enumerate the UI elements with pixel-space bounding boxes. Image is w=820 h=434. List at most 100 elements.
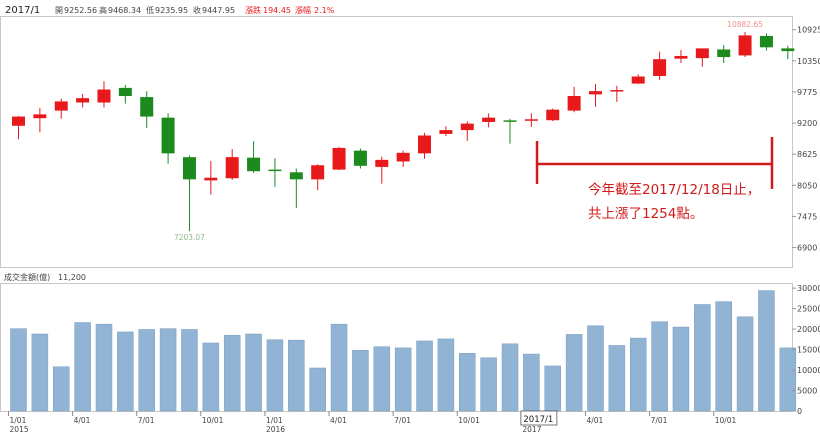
candle-body xyxy=(353,150,367,166)
max-high-label: 10882.65 xyxy=(727,20,763,29)
volume-tick-label: 10000 xyxy=(797,366,820,375)
volume-bar xyxy=(373,346,391,412)
time-tick-label: 7/01 xyxy=(138,416,155,425)
volume-bar xyxy=(608,345,626,412)
candle-body xyxy=(204,177,218,181)
price-tick-label: 9775 xyxy=(797,88,817,97)
candle xyxy=(781,45,795,60)
candle-body xyxy=(546,109,560,121)
low-value: 9235.95 xyxy=(155,6,188,15)
candle xyxy=(268,158,282,187)
volume-bar xyxy=(245,333,262,412)
candle xyxy=(503,118,517,144)
change-value: 194.45 xyxy=(263,6,291,15)
volume-bar xyxy=(758,290,775,412)
time-cursor-box xyxy=(520,410,558,426)
candle xyxy=(204,160,218,195)
low-label: 低 xyxy=(146,5,154,15)
volume-bar xyxy=(587,325,604,412)
volume-bar xyxy=(544,365,561,412)
candle-body xyxy=(289,172,303,180)
min-low-label: 7203.07 xyxy=(174,233,205,242)
volume-bar xyxy=(95,323,113,412)
volume-bar xyxy=(437,338,455,412)
candle-series xyxy=(12,32,795,232)
candle-body xyxy=(567,96,581,111)
pct-label: 漲幅 xyxy=(295,5,311,15)
volume-tick-label: 20000 xyxy=(797,325,820,334)
time-year-label: 2016 xyxy=(266,425,285,434)
volume-bar xyxy=(138,329,155,412)
volume-bar xyxy=(10,328,27,412)
price-tick-label: 9200 xyxy=(797,119,817,128)
high-label: 高 xyxy=(99,5,107,15)
price-tick-label: 10350 xyxy=(797,57,820,66)
volume-bar xyxy=(565,334,583,412)
volume-series xyxy=(10,290,797,412)
volume-bar xyxy=(672,326,690,412)
candle xyxy=(396,150,410,167)
volume-tick-label: 15000 xyxy=(797,346,820,355)
price-axis: 6900 7475 8050 8625 9200 9775 10350 10925 xyxy=(792,26,820,253)
candle xyxy=(674,50,688,63)
candle xyxy=(482,113,496,128)
candle xyxy=(12,116,25,140)
candle-body xyxy=(332,147,346,170)
extreme-labels: 10882.65 7203.07 xyxy=(174,20,763,242)
candle xyxy=(311,164,325,191)
price-tick-label: 8050 xyxy=(797,181,817,190)
volume-bar xyxy=(416,340,433,412)
price-tick-label: 10925 xyxy=(797,26,820,35)
volume-bar xyxy=(159,328,177,412)
candle xyxy=(567,86,581,113)
candle-body xyxy=(311,165,325,180)
candle-body xyxy=(503,120,517,122)
volume-bar xyxy=(480,357,497,412)
candle xyxy=(460,121,474,141)
time-tick-label: 4/01 xyxy=(330,416,347,425)
period-label: 2017/1 xyxy=(5,5,40,16)
volume-bar xyxy=(523,353,540,412)
volume-bar xyxy=(330,323,348,412)
time-tick-label: 10/01 xyxy=(202,416,224,425)
volume-tick-label: 0 xyxy=(797,407,802,416)
candle-body xyxy=(695,48,709,59)
candle-body xyxy=(738,35,752,56)
time-tick-label: 10/01 xyxy=(458,416,480,425)
time-tick-label: 7/01 xyxy=(394,416,411,425)
candle-body xyxy=(375,159,389,167)
candle-body xyxy=(140,97,154,117)
candle-panel xyxy=(0,16,793,268)
time-year-label: 2017 xyxy=(522,425,541,434)
candle-body xyxy=(182,157,196,180)
candle-body xyxy=(76,98,90,103)
volume-bar xyxy=(629,337,647,412)
volume-bar xyxy=(309,367,326,412)
volume-bar xyxy=(651,321,668,412)
high-value: 9468.34 xyxy=(108,6,141,15)
volume-tick-label: 25000 xyxy=(797,305,820,314)
candle xyxy=(439,126,453,137)
change-label: 漲跌 xyxy=(245,5,261,15)
candle-body xyxy=(781,48,795,52)
candle-body xyxy=(610,90,624,92)
candle xyxy=(33,107,47,133)
time-tick-label: 10/01 xyxy=(715,416,737,425)
candle xyxy=(97,81,111,108)
candle-body xyxy=(161,117,175,154)
candle-body xyxy=(247,157,261,172)
candle xyxy=(247,141,261,173)
volume-bar xyxy=(117,331,134,412)
candle xyxy=(717,45,731,63)
candle xyxy=(631,74,645,85)
candle xyxy=(161,113,175,164)
candle xyxy=(332,146,346,171)
candle-body xyxy=(759,35,773,48)
candle-body xyxy=(717,49,731,58)
candle xyxy=(546,108,560,122)
candle-body xyxy=(118,87,132,97)
annotation-line-1: 今年截至2017/12/18日止， xyxy=(588,182,760,198)
volume-bar xyxy=(352,350,369,412)
candle xyxy=(76,93,90,108)
